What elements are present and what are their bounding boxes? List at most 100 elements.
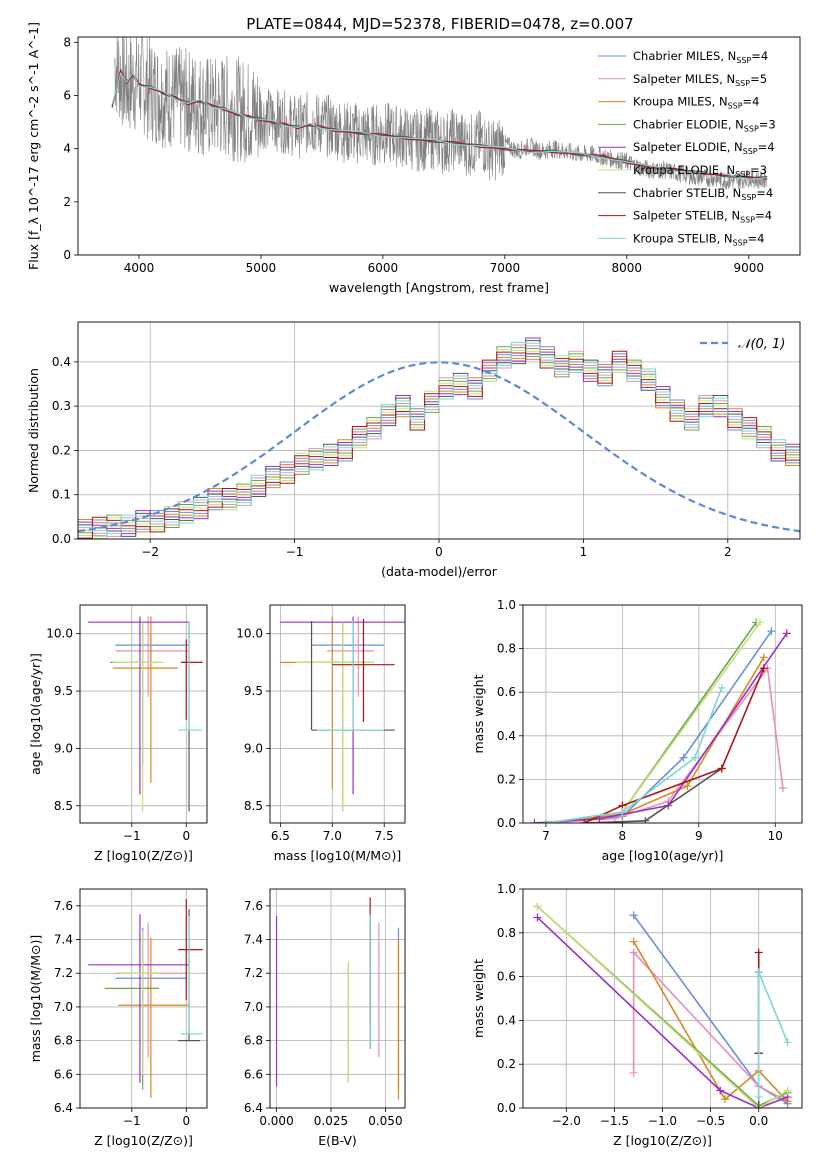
weight-marker (717, 683, 726, 692)
weight-marker (778, 784, 787, 793)
y-tick-label: 6.6 (54, 1067, 73, 1081)
plot-area (270, 889, 405, 1108)
y-tick-label: 6.8 (244, 1034, 263, 1048)
y-tick-label: 0.1 (52, 488, 71, 502)
legend-label: Chabrier ELODIE, NSSP=3 (633, 117, 776, 133)
weight-line-salpeter-stelib (583, 667, 765, 823)
x-tick-label: −1.0 (648, 1114, 677, 1128)
weight-marker (759, 664, 768, 673)
legend-label: Kroupa MILES, NSSP=4 (633, 95, 759, 111)
legend-label: Salpeter ELODIE, NSSP=4 (633, 140, 775, 156)
y-axis-label: mass weight (471, 959, 486, 1038)
hist-kroupa-elodie (78, 348, 800, 539)
y-tick-label: 1.0 (497, 882, 516, 896)
axes-frame (79, 888, 208, 1109)
y-axis-label: age [log10(age/yr)] (28, 653, 43, 775)
figure-title: PLATE=0844, MJD=52378, FIBERID=0478, z=0… (246, 15, 633, 33)
x-axis-label: Z [log10(Z/Z⊙)] (613, 1133, 712, 1148)
panel-age-vs-mass: 6.5 7.0 7.5 8.5 9.0 9.5 10.0 mass [log10(M/M⊙)] (236, 604, 406, 863)
x-tick-label: 0.025 (314, 1114, 348, 1128)
weight-marker (754, 948, 763, 957)
legend-label: Chabrier MILES, NSSP=4 (633, 49, 768, 65)
y-tick-label: 2 (63, 195, 71, 209)
x-tick-label: −2 (141, 545, 159, 559)
x-tick-label: 9 (695, 829, 703, 843)
weight-marker (580, 819, 589, 823)
legend-label: Kroupa ELODIE, NSSP=3 (633, 163, 767, 179)
y-tick-label: 9.0 (54, 741, 73, 755)
x-axis-label: age [log10(age/yr)] (602, 848, 724, 863)
y-tick-label: 9.5 (244, 684, 263, 698)
x-tick-label: 7 (542, 829, 550, 843)
weight-line-chabrier-miles (545, 630, 773, 823)
plot-area (78, 322, 800, 539)
model-spectrum-kroupa-stelib (111, 71, 768, 180)
weight-line-kroupa-elodie (536, 905, 788, 1108)
legend-label: Salpeter MILES, NSSP=5 (633, 72, 767, 88)
weight-marker (629, 911, 638, 920)
weight-marker (754, 968, 763, 977)
x-tick-label: 0.0 (749, 1114, 768, 1128)
panel-age-vs-Z: −1 0 8.5 9.0 9.5 10.0 Z [log10(Z/Z⊙)] age [log1… (28, 604, 208, 863)
weight-marker (783, 1086, 792, 1095)
x-tick-label: −1 (123, 1114, 141, 1128)
weight-marker (629, 1068, 638, 1077)
plot-area (111, 37, 768, 190)
y-tick-label: 6.8 (54, 1034, 73, 1048)
y-tick-label: 7.0 (54, 1000, 73, 1014)
hist-chabrier-stelib (78, 340, 800, 537)
y-tick-label: 8.5 (244, 799, 263, 813)
x-tick-label: 6.5 (271, 829, 290, 843)
x-tick-label: 1 (580, 545, 588, 559)
plot-area (523, 605, 802, 823)
x-tick-label: 0 (182, 1114, 190, 1128)
weight-marker (530, 819, 539, 823)
y-tick-label: 0.8 (497, 926, 516, 940)
panel-spectrum: 4000 5000 6000 7000 8000 9000 0 2 4 6 8 wavelength … (26, 22, 801, 295)
weight-marker (679, 753, 688, 762)
hist-chabrier-elodie (78, 346, 800, 537)
weight-marker (533, 902, 542, 911)
x-axis-label: Z [log10(Z/Z⊙)] (94, 1133, 193, 1148)
axes-frame (269, 604, 406, 824)
x-tick-label: 7.0 (323, 829, 342, 843)
y-tick-label: 0.2 (497, 1057, 516, 1071)
y-tick-label: 0.0 (497, 816, 516, 830)
x-tick-label: 10 (768, 829, 783, 843)
y-tick-label: 7.2 (54, 966, 73, 980)
x-tick-label: 0.000 (259, 1114, 293, 1128)
x-tick-label: −1 (123, 829, 141, 843)
plot-area (80, 889, 207, 1108)
y-tick-label: 0.6 (497, 970, 516, 984)
y-tick-label: 6 (63, 88, 71, 102)
y-tick-label: 0.8 (497, 642, 516, 656)
x-tick-label: 2 (724, 545, 732, 559)
weight-marker (754, 1093, 763, 1102)
weight-marker (782, 629, 791, 638)
hist-kroupa-stelib (78, 341, 800, 535)
y-tick-label: 6.6 (244, 1067, 263, 1081)
y-tick-label: 7.2 (244, 966, 263, 980)
x-axis-label: mass [log10(M/M⊙)] (274, 848, 402, 863)
weight-line-salpeter-miles (632, 950, 788, 1103)
y-tick-label: 7.6 (244, 899, 263, 913)
x-tick-label: 7000 (490, 261, 521, 275)
x-tick-label: 8 (619, 829, 627, 843)
weight-marker (533, 913, 542, 922)
plot-area (80, 605, 207, 823)
y-tick-label: 6.4 (54, 1101, 73, 1115)
x-tick-label: −2.0 (552, 1114, 581, 1128)
axes-frame (522, 604, 803, 824)
y-tick-label: 1.0 (497, 598, 516, 612)
weight-marker (717, 764, 726, 773)
x-tick-label: 0.050 (368, 1114, 402, 1128)
legend-label: Chabrier STELIB, NSSP=4 (633, 186, 773, 202)
x-axis-label: E(B-V) (318, 1133, 357, 1148)
axes-frame (77, 321, 801, 540)
y-tick-label: 10.0 (46, 627, 73, 641)
weight-marker (690, 753, 699, 762)
weight-marker (759, 653, 768, 662)
legend-label: 𝒩(0, 1) (738, 337, 785, 352)
weight-line-salpeter-elodie (536, 916, 788, 1108)
weight-marker (541, 819, 550, 823)
